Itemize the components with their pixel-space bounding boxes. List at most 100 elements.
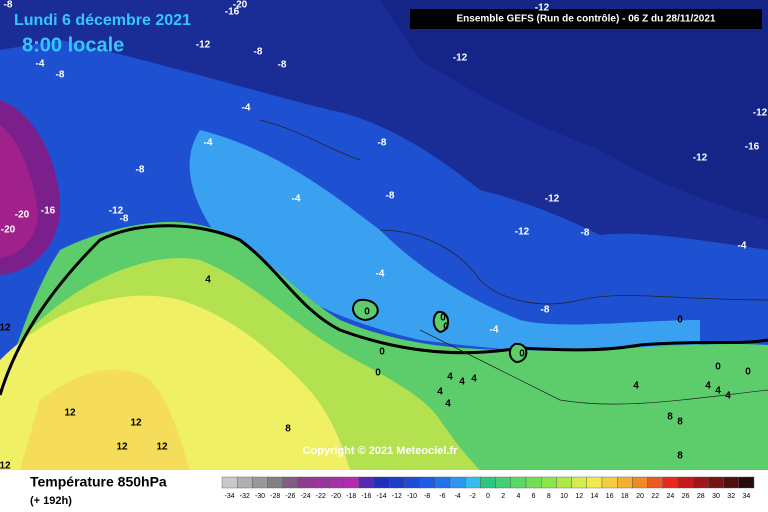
colorbar-cell — [313, 476, 329, 489]
colorbar-label: -24 — [301, 493, 311, 500]
contour-label: 8 — [285, 424, 291, 435]
contour-labels: -8 -20-16 -12-12-8-8-12-4-8-4-4 -8-12-16-12… — [0, 0, 768, 472]
colorbar-cell — [358, 476, 375, 489]
contour-label: 12 — [130, 418, 142, 429]
colorbar-cell — [434, 476, 451, 489]
colorbar-cell — [373, 476, 390, 489]
warmest-region — [20, 369, 190, 470]
contour-label: 0 — [375, 368, 381, 379]
contour-label: -4 — [242, 103, 251, 114]
contour-label: -8 — [378, 138, 387, 149]
colorbar-label: 18 — [621, 493, 629, 500]
colorbar-cell — [449, 476, 466, 489]
colorbar-cell — [343, 476, 360, 489]
cool-region — [189, 130, 700, 355]
colorbar-label: 4 — [516, 493, 520, 500]
colorbar-cell — [693, 476, 709, 489]
contour-label: 4 — [459, 377, 465, 388]
colorbar-cell — [252, 476, 268, 489]
contour-label: -8 — [4, 0, 13, 11]
contour-label: -4 — [36, 59, 45, 70]
colorbar-cell — [617, 476, 633, 489]
contour-label: -8 — [254, 47, 263, 58]
colorbar-cell — [632, 476, 648, 489]
colorbar-label: 22 — [651, 493, 659, 500]
colorbar-label: -8 — [424, 493, 430, 500]
colorbar-cell — [662, 476, 679, 489]
colorbar-label: 2 — [501, 493, 505, 500]
contour-label: -4 — [376, 269, 385, 280]
contour-label: -12 — [515, 227, 530, 238]
colorbar-label: -14 — [377, 493, 387, 500]
colorbar-cell — [601, 476, 618, 489]
colorbar-cell — [723, 476, 739, 489]
footer-lead: (+ 192h) — [30, 495, 72, 507]
colorbar-label: 20 — [636, 493, 644, 500]
colorbar-label: -16 — [361, 493, 371, 500]
colorbar-label: -34 — [225, 493, 235, 500]
colorbar-cell — [495, 476, 512, 489]
contour-label: -8 — [581, 228, 590, 239]
contour-label: -12 — [753, 108, 768, 119]
contour-label: 0 — [519, 349, 525, 360]
colorbar-cell — [282, 476, 299, 489]
contour-label: 0 — [443, 322, 449, 333]
colorbar-label: 16 — [606, 493, 614, 500]
contour-label: -8 — [56, 70, 65, 81]
contour-label: 8 — [677, 417, 683, 428]
contour-label: -20 — [233, 0, 248, 11]
zero-contour — [0, 224, 768, 396]
colorbar-cell — [419, 476, 436, 489]
contour-label: -12 — [453, 53, 468, 64]
contour-label: 0 — [364, 307, 370, 318]
colorbar-label: -30 — [255, 493, 265, 500]
colorbar-label: -28 — [270, 493, 280, 500]
colorbar-label: 30 — [712, 493, 720, 500]
contour-label: -20 — [15, 210, 30, 221]
colorbar-label: -12 — [392, 493, 402, 500]
contour-label: -16 — [745, 142, 760, 153]
contour-label: 12 — [0, 323, 11, 334]
contour-label: 12 — [64, 408, 76, 419]
colorbar-label: -20 — [331, 493, 341, 500]
colorbar-label: -18 — [346, 493, 356, 500]
contour-label: 4 — [205, 275, 211, 286]
colorbar-cell — [389, 476, 405, 489]
contour-label: 0 — [745, 367, 751, 378]
colorbar-label: -10 — [407, 493, 417, 500]
colorbar-cell — [297, 476, 314, 489]
very-cold-region — [0, 125, 38, 258]
colorbar-cell — [708, 476, 724, 489]
cold-region — [380, 0, 768, 220]
contour-label: 0 — [715, 362, 721, 373]
contour-label: -8 — [541, 305, 550, 316]
contour-label: -8 — [120, 214, 129, 225]
contour-label: -16 — [225, 7, 240, 18]
contour-label: 4 — [633, 381, 639, 392]
contour-label: 0 — [379, 347, 385, 358]
contour-label: 4 — [471, 374, 477, 385]
contour-label: 8 — [667, 412, 673, 423]
colorbar-label: -26 — [285, 493, 295, 500]
colorbar-label: 14 — [591, 493, 599, 500]
colorbar-label: 10 — [560, 493, 568, 500]
contour-label: -16 — [41, 206, 56, 217]
colorbar-label: -2 — [470, 493, 476, 500]
contour-label: -12 — [545, 194, 560, 205]
colorbar-cell — [556, 476, 572, 489]
colorbar-label: -4 — [454, 493, 460, 500]
colorbar-cell — [541, 476, 557, 489]
map-date: Lundi 6 décembre 2021 — [14, 12, 191, 29]
copyright: Copyright © 2021 Meteociel.fr — [303, 445, 459, 457]
contour-label: 4 — [705, 381, 711, 392]
contour-label: 8 — [677, 451, 683, 462]
contour-label: 12 — [0, 461, 11, 472]
colorbar-label: 32 — [727, 493, 735, 500]
colorbar-cell — [328, 476, 344, 489]
contour-label: 0 — [440, 313, 446, 324]
colorbar-label: 24 — [667, 493, 675, 500]
colorbar-label: 0 — [486, 493, 490, 500]
colorbar-label: 6 — [532, 493, 536, 500]
colorbar-label: 26 — [682, 493, 690, 500]
